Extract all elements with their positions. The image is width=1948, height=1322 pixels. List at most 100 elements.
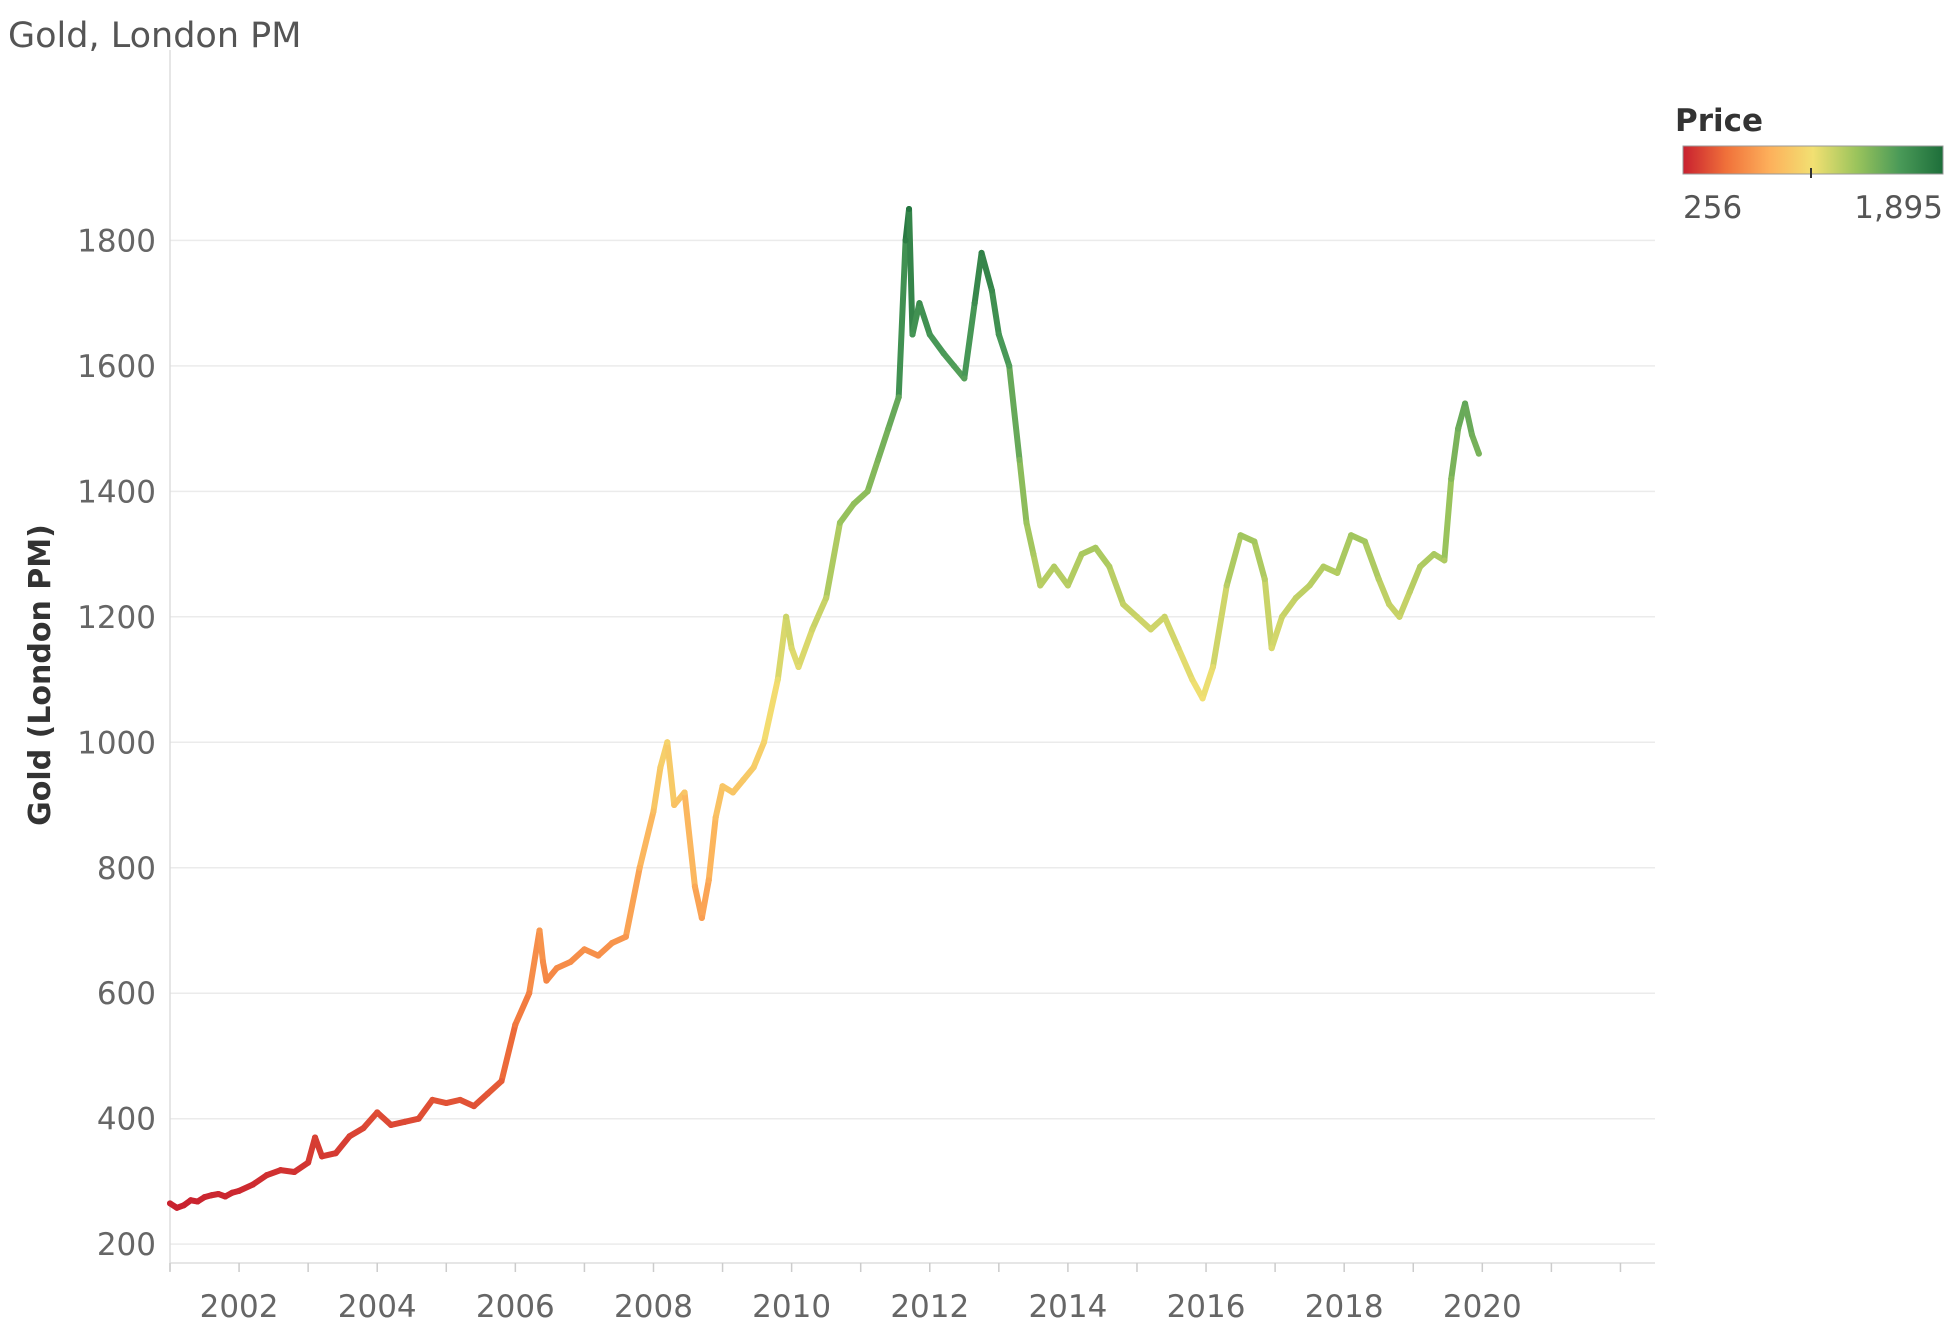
data-point	[712, 814, 719, 821]
series-segment	[1361, 538, 1382, 583]
x-tick-label-2006: 2006	[476, 1289, 555, 1322]
series-segment	[312, 1134, 325, 1160]
y-tick-label-200: 200	[97, 1227, 156, 1263]
tick-labels: 200 400 600 800 1000 1200 1400 1600 1800 2002 2004…	[77, 223, 1522, 1322]
color-legend: Price 256 1,895	[1675, 103, 1944, 226]
y-tick-label-600: 600	[97, 976, 156, 1012]
data-point	[595, 952, 602, 959]
data-point	[470, 1103, 477, 1110]
data-point	[229, 1189, 236, 1196]
y-tick-label-800: 800	[97, 851, 156, 887]
data-point	[374, 1109, 381, 1116]
series-segment	[895, 237, 909, 401]
legend-title: Price	[1675, 103, 1763, 139]
data-point	[1092, 544, 1099, 551]
data-point	[750, 764, 757, 771]
y-tick-label-400: 400	[97, 1102, 156, 1138]
data-point	[1120, 601, 1127, 608]
data-point	[1396, 613, 1403, 620]
data-point	[1292, 594, 1299, 601]
series-segment	[1468, 431, 1482, 457]
data-point	[1279, 613, 1286, 620]
data-point	[167, 1200, 173, 1207]
data-point	[1078, 551, 1085, 558]
data-point	[1386, 601, 1393, 608]
data-point	[1006, 362, 1013, 369]
data-point	[388, 1121, 395, 1128]
data-point	[1261, 576, 1268, 583]
series-segment	[864, 456, 881, 495]
data-point	[1475, 450, 1482, 457]
data-point	[664, 739, 671, 746]
series-segment	[995, 331, 1013, 369]
series-segment	[1406, 563, 1424, 595]
series-segment	[1396, 588, 1413, 620]
series-segment	[926, 331, 947, 357]
series-segment	[360, 1109, 381, 1132]
data-point	[484, 1090, 491, 1097]
data-point	[671, 802, 678, 809]
data-point	[536, 927, 543, 934]
data-point	[1441, 557, 1448, 564]
data-point	[263, 1172, 270, 1179]
data-point	[318, 1153, 325, 1160]
series-segment	[916, 300, 933, 338]
data-point	[795, 663, 802, 670]
data-point	[249, 1181, 256, 1188]
data-point	[885, 425, 892, 432]
data-point	[1448, 475, 1455, 482]
series-segment	[809, 594, 830, 633]
series-segment	[1306, 563, 1327, 589]
data-point	[809, 626, 816, 633]
series-segment	[1261, 576, 1275, 652]
data-point	[1199, 695, 1206, 702]
data-point	[761, 739, 767, 746]
series-segment	[1092, 544, 1113, 570]
data-point	[401, 1118, 408, 1125]
series-segment	[698, 877, 712, 921]
series-segment	[512, 990, 533, 1028]
series-segment	[836, 500, 857, 526]
series-segment	[1251, 538, 1268, 583]
series-segment	[332, 1133, 353, 1157]
x-tick-label-2008: 2008	[614, 1289, 693, 1322]
data-point	[783, 613, 790, 620]
series-segment	[823, 519, 843, 601]
series-segment	[1441, 475, 1455, 564]
data-point	[622, 933, 629, 940]
data-point	[609, 940, 616, 947]
data-point	[215, 1190, 222, 1197]
data-point	[1209, 663, 1216, 670]
legend-min-label: 256	[1683, 190, 1742, 226]
y-tick-label-1000: 1000	[77, 725, 156, 761]
series-segment	[783, 613, 795, 652]
series-segment	[1120, 601, 1140, 620]
data-point	[291, 1169, 298, 1176]
series-segment	[1462, 400, 1475, 438]
y-tick-label-1400: 1400	[77, 474, 156, 510]
data-point	[1051, 563, 1058, 570]
y-tick-label-1200: 1200	[77, 600, 156, 636]
data-point	[681, 789, 688, 796]
data-point	[740, 776, 747, 783]
x-tick-label-2020: 2020	[1443, 1289, 1522, 1322]
data-point	[1455, 425, 1462, 432]
data-point	[1237, 532, 1244, 539]
data-point	[906, 206, 913, 213]
data-point	[940, 350, 947, 357]
data-point	[1268, 645, 1275, 652]
series-segment	[874, 425, 892, 463]
data-point	[895, 394, 902, 401]
data-point	[1030, 551, 1037, 558]
data-point	[1320, 563, 1327, 570]
series-segment	[885, 394, 902, 432]
data-point	[988, 287, 995, 294]
grid-lines	[170, 239, 1655, 1245]
data-point	[926, 331, 933, 338]
data-point	[277, 1167, 284, 1174]
series-segment	[1161, 613, 1182, 652]
data-point	[539, 958, 546, 965]
series-segment	[1448, 425, 1462, 482]
x-tick-label-2012: 2012	[890, 1289, 969, 1322]
data-point	[1462, 400, 1469, 407]
